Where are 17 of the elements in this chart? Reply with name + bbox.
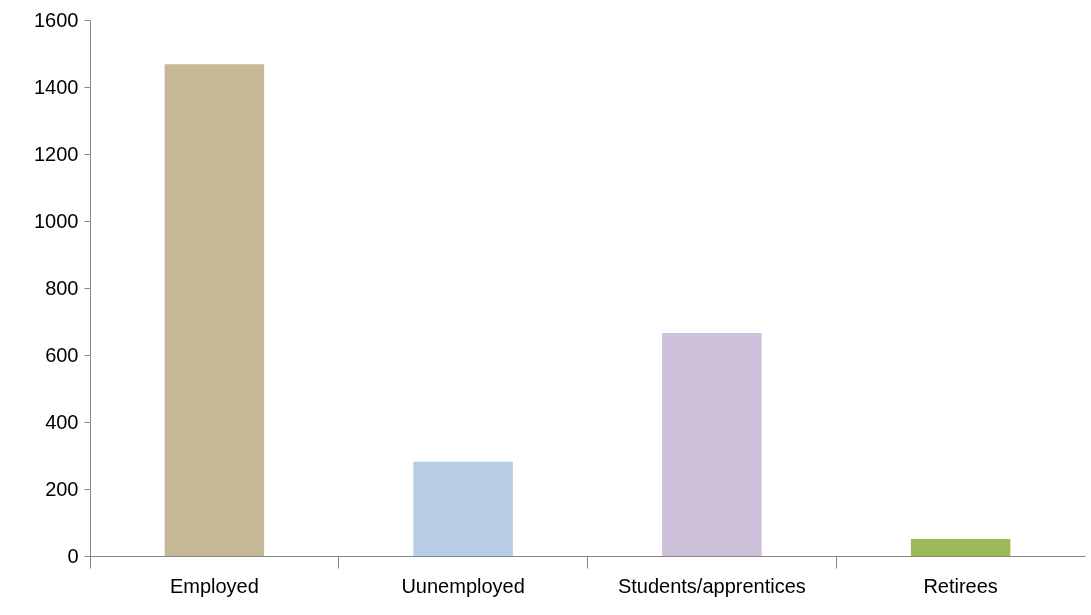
y-tick-label: 600 [45,343,79,366]
y-tick-label: 200 [45,477,79,500]
x-tick-label: Employed [169,574,259,597]
y-tick-label: 1200 [34,142,79,165]
y-tick-label: 400 [45,410,79,433]
bar [662,332,762,556]
x-tick-label: Students/apprentices [617,574,806,597]
y-tick-label: 1600 [34,8,79,31]
y-tick-label: 1000 [34,209,79,232]
x-tick-label: Uunemployed [401,574,525,597]
y-tick-label: 0 [67,544,79,567]
bar [413,461,513,556]
y-tick-label: 800 [45,276,79,299]
y-tick-label: 1400 [34,75,79,98]
x-tick-label: Retirees [923,574,998,597]
bar [164,64,265,556]
bar [910,538,1011,556]
